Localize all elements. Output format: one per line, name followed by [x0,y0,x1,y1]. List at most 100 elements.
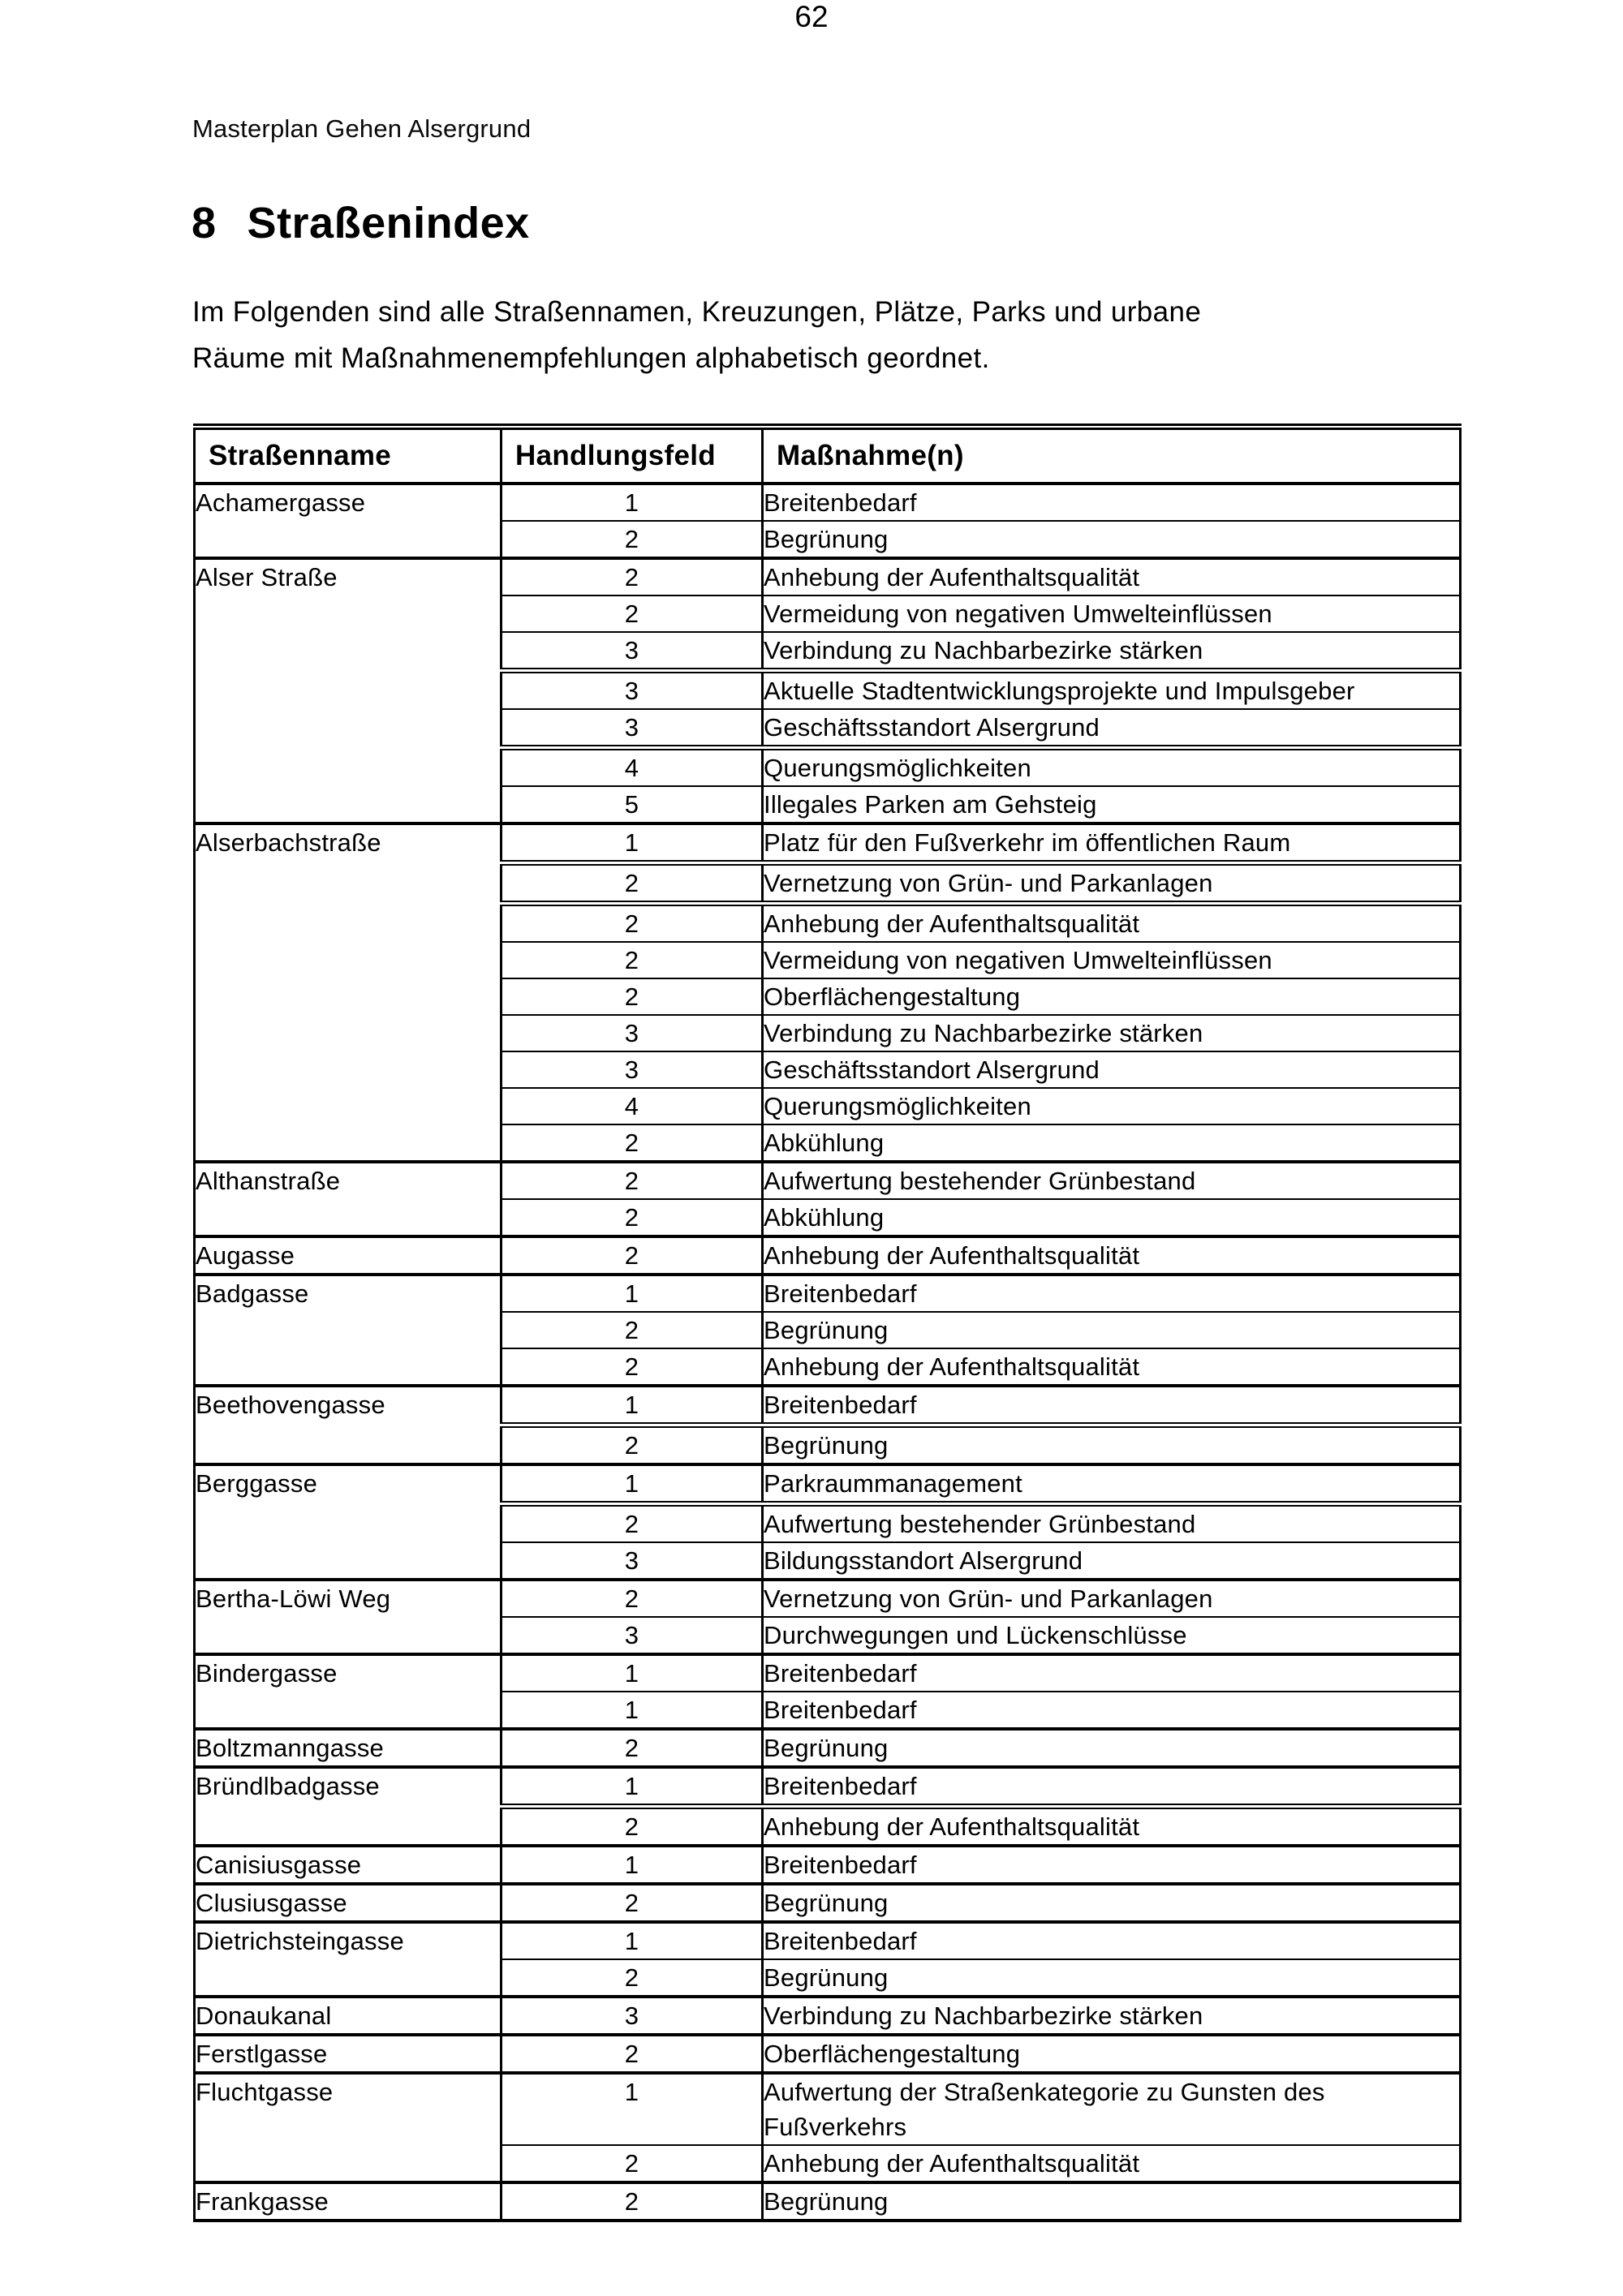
massnahme-cell: Begrünung [762,1882,1461,1922]
table-row: 2 Vernetzung von Grün- und Parkanlagen [195,860,1461,904]
massnahme-cell: Abkühlung [762,1198,1461,1236]
table-row: Canisiusgasse 1 Breitenbedarf [194,1844,1461,1884]
table-row: Althanstraße 2 Aufwertung bestehender Grün… [194,1160,1461,1236]
handlungsfeld-cell: 2 [501,557,764,595]
table-row: 3 Durchwegungen und Lückenschlüsse [195,1616,1461,1654]
table-row: 2 Begrünung [195,520,1461,558]
massnahme-cell: Begrünung [762,1727,1461,1767]
table-row: Ferstlgasse 2 Oberflächengestaltung [194,2033,1461,2073]
street-name-cell: Augasse [194,1235,502,1275]
handlungsfeld-cell: 4 [501,745,764,786]
handlungsfeld-cell: 2 [501,860,764,904]
massnahme-cell: Breitenbedarf [762,1691,1461,1729]
massnahme-cell: Aktuelle Stadtentwicklungsprojekte und I… [762,668,1461,709]
handlungsfeld-cell: 2 [501,978,764,1015]
running-header: Masterplan Gehen Alsergrund [192,114,532,143]
street-name-cell: Achamergasse [194,482,502,558]
table-row: Boltzmanngasse 2 Begrünung [194,1727,1461,1767]
handlungsfeld-cell: 2 [501,1348,764,1386]
section-number: 8 [192,199,217,247]
section-title: Straßenindex [247,199,530,247]
table-row: Bindergasse 1 Breitenbedarf [194,1653,1461,1729]
street-name-cell: Clusiusgasse [194,1882,502,1922]
street-name-cell: Alserbachstraße [194,822,502,1162]
table-row: 2 Abkühlung [195,1198,1461,1236]
massnahme-cell: Anhebung der Aufenthaltsqualität [762,557,1461,595]
table-row: 2 Anhebung der Aufenthaltsqualität [195,1348,1461,1386]
massnahme-cell: Vernetzung von Grün- und Parkanlagen [762,1578,1461,1617]
massnahme-cell: Anhebung der Aufenthaltsqualität [762,1804,1461,1846]
handlungsfeld-cell: 2 [501,2033,764,2073]
table-row: Bertha-Löwi Weg 2 Vernetzung von Grün- und… [194,1578,1461,1654]
handlungsfeld-cell: 1 [501,1691,764,1729]
handlungsfeld-cell: 2 [501,1198,764,1236]
massnahme-cell: Abkühlung [762,1124,1461,1162]
massnahme-cell: Aufwertung bestehender Grünbestand [762,1160,1461,1199]
massnahme-cell: Vernetzung von Grün- und Parkanlagen [762,860,1461,904]
handlungsfeld-cell: 2 [501,520,764,558]
table-row: Badgasse 1 Breitenbedarf [194,1273,1461,1386]
street-name-cell: Boltzmanngasse [194,1727,502,1767]
handlungsfeld-cell: 2 [501,1958,764,1997]
massnahme-cell: Breitenbedarf [762,1273,1461,1312]
table-row: Achamergasse 1 Breitenbedarf [194,482,1461,558]
street-name-cell: Bertha-Löwi Weg [194,1578,502,1654]
street-name-cell: Dietrichsteingasse [194,1920,502,1997]
massnahme-cell: Breitenbedarf [762,1920,1461,1959]
massnahme-cell: Anhebung der Aufenthaltsqualität [762,1235,1461,1275]
table-row: 2 Aufwertung bestehender Grünbestand [195,1501,1461,1542]
massnahme-cell: Durchwegungen und Lückenschlüsse [762,1616,1461,1654]
handlungsfeld-cell: 1 [501,1273,764,1312]
table-row: Augasse 2 Anhebung der Aufenthaltsqualität [194,1235,1461,1275]
table-row: Donaukanal 3 Verbindung zu Nachbarbezirke … [194,1995,1461,2035]
table-row: 3 Aktuelle Stadtentwicklungsprojekte und … [195,668,1461,709]
street-name-cell: Ferstlgasse [194,2033,502,2073]
handlungsfeld-cell: 3 [501,1051,764,1088]
table-row: 2 Anhebung der Aufenthaltsqualität [195,1804,1461,1846]
handlungsfeld-cell: 4 [501,1087,764,1124]
street-name-cell: Badgasse [194,1273,502,1386]
handlungsfeld-cell: 1 [501,1844,764,1884]
handlungsfeld-cell: 3 [501,1541,764,1580]
street-name-cell: Beethovengasse [194,1384,502,1464]
street-name-cell: Alser Straße [194,557,502,823]
street-name-cell: Fluchtgasse [194,2071,502,2182]
handlungsfeld-cell: 2 [501,901,764,942]
massnahme-cell: Oberflächengestaltung [762,2033,1461,2073]
massnahme-cell: Breitenbedarf [762,1765,1461,1807]
street-name-cell: Donaukanal [194,1995,502,2035]
table-row: 3 Geschäftsstandort Alsergrund [195,1051,1461,1088]
massnahme-cell: Anhebung der Aufenthaltsqualität [762,1348,1461,1386]
table-header-row: Straßenname Handlungsfeld Maßnahme(n) [194,427,1461,485]
massnahme-cell: Verbindung zu Nachbarbezirke stärken [762,1014,1461,1051]
table-row: 4 Querungsmöglichkeiten [195,1087,1461,1124]
handlungsfeld-cell: 3 [501,1014,764,1051]
table-row: Dietrichsteingasse 1 Breitenbedarf [194,1920,1461,1997]
massnahme-cell: Querungsmöglichkeiten [762,1087,1461,1124]
table-row: 3 Bildungsstandort Alsergrund [195,1541,1461,1580]
massnahme-cell: Begrünung [762,1311,1461,1348]
handlungsfeld-cell: 2 [501,1578,764,1617]
massnahme-cell: Breitenbedarf [762,1653,1461,1692]
handlungsfeld-cell: 3 [501,1616,764,1654]
massnahme-cell: Vermeidung von negativen Umwelteinflüsse… [762,595,1461,632]
table-row: 2 Oberflächengestaltung [195,978,1461,1015]
table-row: 2 Anhebung der Aufenthaltsqualität [195,2144,1461,2182]
handlungsfeld-cell: 1 [501,1653,764,1692]
table-row: 2 Vermeidung von negativen Umwelteinflüss… [195,941,1461,978]
massnahme-cell: Breitenbedarf [762,482,1461,521]
handlungsfeld-cell: 1 [501,1384,764,1425]
table-row: Bründlbadgasse 1 Breitenbedarf [194,1765,1461,1846]
handlungsfeld-cell: 1 [501,1463,764,1504]
massnahme-cell: Breitenbedarf [762,1844,1461,1884]
handlungsfeld-cell: 3 [501,1995,764,2035]
table-row: 4 Querungsmöglichkeiten [195,745,1461,786]
intro-line-1: Im Folgenden sind alle Straßennamen, Kre… [192,296,1202,328]
table-row: 2 Anhebung der Aufenthaltsqualität [195,901,1461,942]
handlungsfeld-cell: 2 [501,1124,764,1162]
table-row: Berggasse 1 Parkraummanagement [194,1463,1461,1580]
handlungsfeld-cell: 2 [501,595,764,632]
handlungsfeld-cell: 2 [501,1311,764,1348]
table-row: 3 Verbindung zu Nachbarbezirke stärken [195,1014,1461,1051]
massnahme-cell: Verbindung zu Nachbarbezirke stärken [762,631,1461,671]
